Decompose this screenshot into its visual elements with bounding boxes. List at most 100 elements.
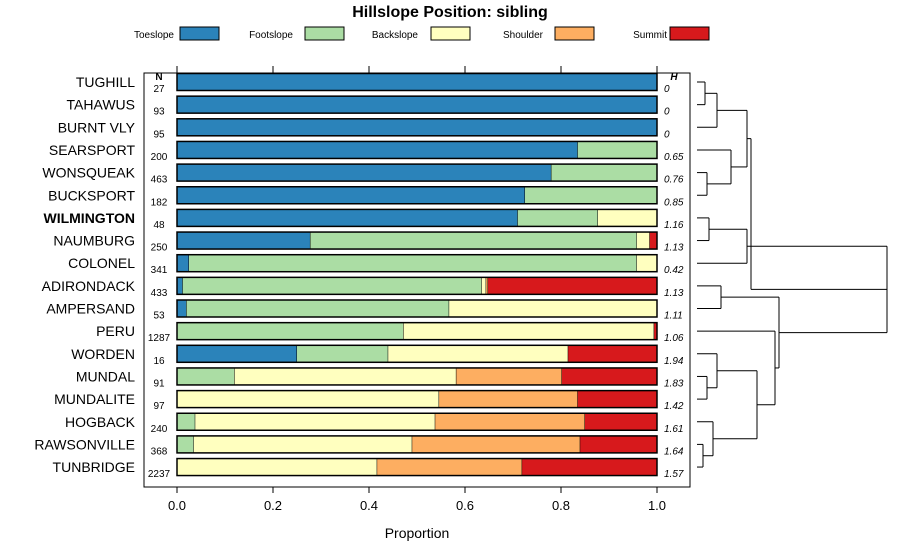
bar-segment — [177, 277, 183, 295]
x-tick-label: 0.8 — [552, 498, 570, 513]
bar-segment — [577, 390, 657, 408]
bar-outline — [176, 186, 658, 205]
bar-segment — [177, 322, 404, 340]
n-value: 463 — [151, 175, 168, 186]
bar-segment — [195, 413, 436, 431]
x-tick-label: 0.2 — [264, 498, 282, 513]
bar-segment — [177, 367, 235, 385]
bar-outline — [176, 140, 658, 160]
h-value: 1.57 — [664, 469, 684, 480]
x-tick-label: 0.6 — [456, 498, 474, 513]
bar-segment — [412, 435, 581, 453]
bar-segment — [486, 277, 489, 295]
bar-segment — [439, 390, 578, 408]
legend-label: Footslope — [249, 30, 293, 41]
bar-segment — [580, 435, 657, 453]
category-label: HOGBACK — [65, 414, 136, 430]
bar-segment — [177, 390, 440, 408]
bar-segment — [654, 322, 657, 340]
bar-segment — [177, 164, 552, 182]
category-label: MUNDAL — [76, 368, 135, 384]
legend-swatch — [304, 26, 345, 41]
n-value: 16 — [153, 356, 165, 367]
n-value: 341 — [151, 265, 168, 276]
legend-label: Backslope — [372, 30, 419, 41]
bar-outline — [176, 344, 658, 364]
h-value: 1.42 — [664, 401, 684, 412]
n-value: 27 — [153, 84, 165, 95]
bar-segment — [636, 232, 650, 250]
bar-outline — [176, 457, 658, 477]
bar-outline — [176, 321, 658, 341]
legend-swatch — [179, 26, 220, 41]
legend-swatch — [669, 26, 710, 41]
bar-segment — [177, 458, 378, 476]
bar-segment — [517, 209, 598, 227]
n-value: 1287 — [148, 333, 171, 344]
h-value: 1.13 — [664, 288, 684, 299]
n-value: 250 — [151, 243, 168, 254]
category-label: WONSQUEAK — [42, 165, 135, 181]
bar-segment — [525, 186, 657, 204]
h-value: 1.83 — [664, 378, 684, 389]
bar-segment — [177, 209, 518, 227]
chart-title: Hillslope Position: sibling — [352, 4, 548, 21]
bar-outline — [176, 435, 658, 454]
category-label: PERU — [96, 323, 135, 339]
bar-segment — [177, 118, 657, 136]
x-axis-label: Proportion — [385, 525, 450, 541]
category-label: TAHAWUS — [67, 97, 135, 113]
bar-segment — [388, 345, 569, 363]
n-value: 240 — [151, 424, 168, 435]
bar-segment — [177, 141, 578, 159]
bar-segment — [568, 345, 657, 363]
n-column-header: N — [155, 72, 162, 83]
bar-segment — [577, 141, 657, 159]
bar-segment — [177, 186, 525, 204]
h-value: 1.94 — [664, 356, 684, 367]
bar-outline — [176, 389, 658, 409]
bar-segment — [193, 435, 413, 453]
legend-label: Toeslope — [134, 30, 174, 41]
bar-segment — [177, 300, 187, 317]
h-value: 0 — [664, 129, 670, 140]
bar-segment — [522, 458, 657, 476]
legend-label: Summit — [633, 30, 667, 41]
bar-segment — [377, 458, 523, 476]
h-column-header: H — [670, 72, 678, 83]
category-label: WILMINGTON — [43, 210, 135, 226]
bar-segment — [182, 277, 482, 295]
bar-segment — [551, 164, 657, 182]
bar-segment — [561, 367, 657, 385]
h-value: 0 — [664, 107, 670, 118]
category-label: BUCKSPORT — [48, 187, 135, 203]
bar-outline — [176, 412, 658, 431]
bar-segment — [177, 96, 657, 114]
x-tick-label: 0.4 — [360, 498, 378, 513]
h-value: 0.76 — [664, 175, 684, 186]
category-label: MUNDALITE — [54, 391, 135, 407]
bar-segment — [177, 254, 189, 272]
category-label: TUNBRIDGE — [53, 459, 135, 475]
bar-segment — [310, 232, 637, 250]
h-value: 0.85 — [664, 197, 684, 208]
category-label: ADIRONDACK — [42, 278, 136, 294]
bar-outline — [176, 231, 658, 250]
bar-segment — [481, 277, 487, 295]
bar-segment — [177, 232, 311, 250]
bar-outline — [176, 95, 658, 114]
h-value: 0.65 — [664, 152, 684, 163]
bar-segment — [177, 435, 194, 453]
bar-outline — [176, 276, 658, 296]
x-tick-label: 0.0 — [168, 498, 186, 513]
legend-label: Shoulder — [503, 30, 544, 41]
n-value: 53 — [153, 311, 165, 322]
legend-swatch — [554, 26, 595, 41]
bar-outline — [176, 118, 658, 137]
bar-outline — [176, 163, 658, 182]
n-value: 91 — [153, 378, 165, 389]
bar-segment — [186, 300, 450, 317]
n-value: 433 — [151, 288, 168, 299]
bar-segment — [488, 277, 657, 295]
n-value: 200 — [151, 152, 168, 163]
